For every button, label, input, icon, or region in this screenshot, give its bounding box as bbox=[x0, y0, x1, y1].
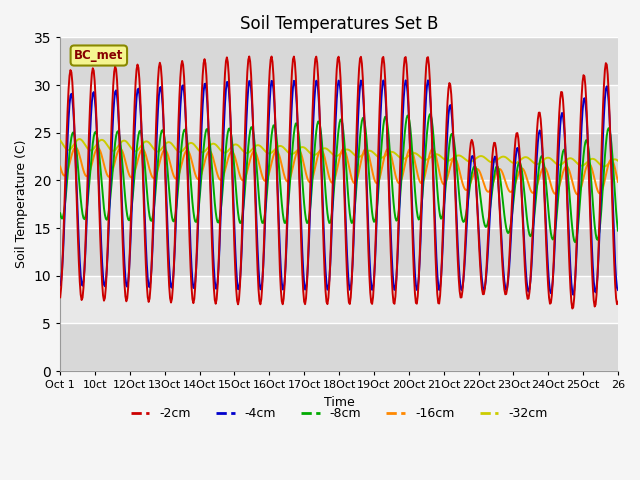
Y-axis label: Soil Temperature (C): Soil Temperature (C) bbox=[15, 140, 28, 268]
Bar bbox=[60, 180, 618, 228]
X-axis label: Time: Time bbox=[324, 396, 355, 408]
Bar bbox=[60, 324, 618, 371]
Bar bbox=[60, 276, 618, 324]
Legend: -2cm, -4cm, -8cm, -16cm, -32cm: -2cm, -4cm, -8cm, -16cm, -32cm bbox=[125, 402, 552, 425]
Bar bbox=[60, 228, 618, 276]
Text: BC_met: BC_met bbox=[74, 49, 124, 62]
Title: Soil Temperatures Set B: Soil Temperatures Set B bbox=[240, 15, 438, 33]
Bar bbox=[60, 132, 618, 180]
Bar bbox=[60, 37, 618, 85]
Bar bbox=[60, 85, 618, 132]
